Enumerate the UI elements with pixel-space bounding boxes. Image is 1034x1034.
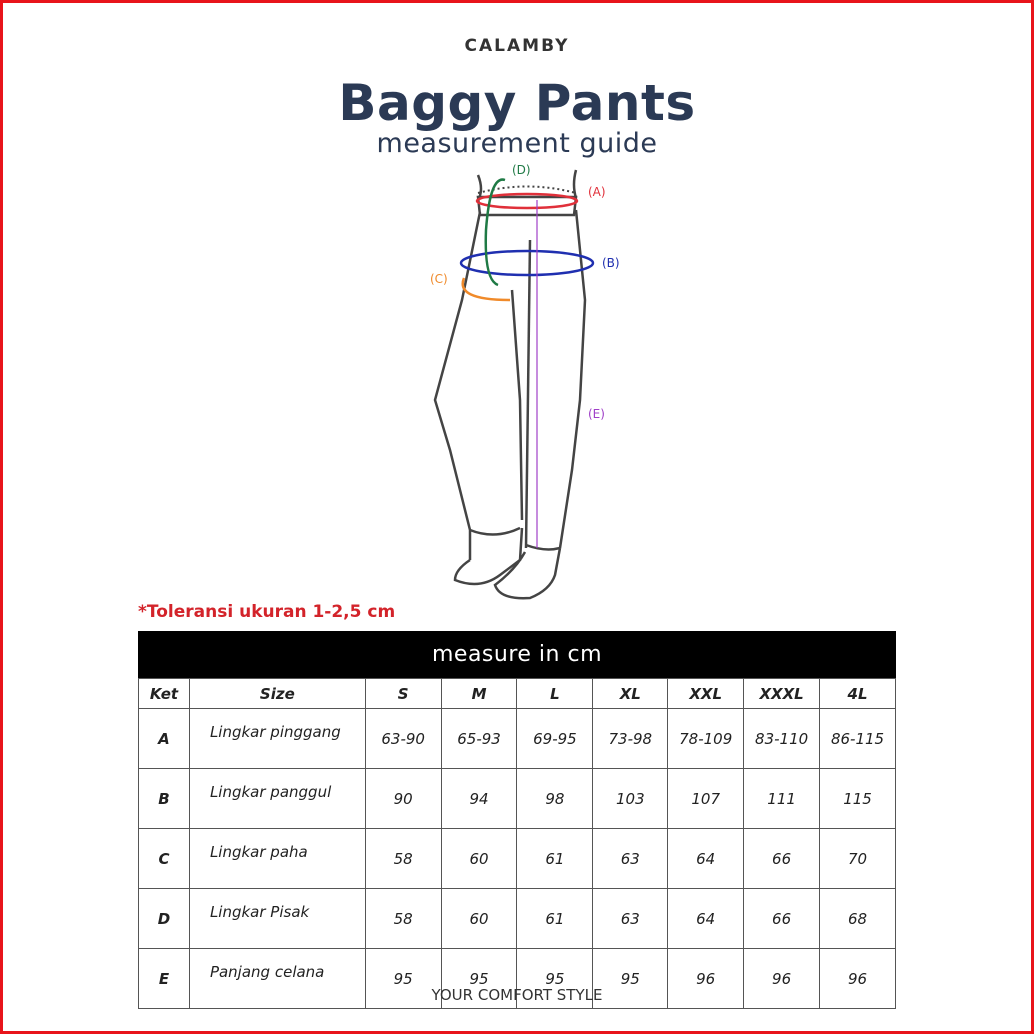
label-A: (A): [588, 185, 606, 199]
size-value: 63: [592, 828, 669, 889]
row-description: Panjang celana: [188, 948, 366, 1009]
size-value: 98: [516, 768, 594, 829]
waist-measure-A: [475, 192, 579, 210]
size-value: 66: [743, 888, 821, 949]
size-value: 96: [819, 948, 896, 1009]
column-header: Ket: [138, 678, 190, 709]
size-value: 115: [819, 768, 896, 829]
row-key: E: [138, 948, 190, 1009]
row-description: Lingkar Pisak: [188, 888, 366, 949]
size-value: 69-95: [516, 708, 594, 769]
row-key: B: [138, 768, 190, 829]
size-value: 96: [743, 948, 821, 1009]
label-B: (B): [602, 256, 620, 270]
row-key: C: [138, 828, 190, 889]
table-banner: measure in cm: [138, 631, 896, 678]
column-header: XXL: [667, 678, 745, 709]
column-header: S: [364, 678, 442, 709]
rise-measure-D: [484, 178, 506, 287]
size-value: 65-93: [440, 708, 518, 769]
size-value: 63-90: [364, 708, 442, 769]
size-value: 86-115: [819, 708, 896, 769]
size-value: 103: [592, 768, 669, 829]
size-value: 58: [364, 828, 442, 889]
footer-tagline: YOUR COMFORT STYLE: [431, 986, 603, 1004]
table-row: B Lingkar panggul 90 94 98 103 107 111 115: [138, 768, 896, 829]
table-row: D Lingkar Pisak 58 60 61 63 64 66 68: [138, 888, 896, 949]
size-value: 95: [440, 948, 518, 1009]
row-description: Lingkar pinggang: [188, 708, 366, 769]
table-row: C Lingkar paha 58 60 61 63 64 66 70: [138, 828, 896, 889]
brand-logo: CALAMBY: [464, 36, 570, 56]
size-value: 96: [667, 948, 745, 1009]
column-header: L: [516, 678, 594, 709]
size-value: 111: [743, 768, 821, 829]
size-value: 95: [516, 948, 594, 1009]
size-value: 90: [364, 768, 442, 829]
size-value: 68: [819, 888, 896, 949]
row-description: Lingkar paha: [188, 828, 366, 889]
table-header-row: Ket Size S M L XL XXL XXXL 4L: [138, 678, 896, 709]
size-value: 66: [743, 828, 821, 889]
size-value: 60: [440, 828, 518, 889]
size-value: 61: [516, 828, 594, 889]
pants-illustration: (D) (A) (B) (C) (E): [430, 163, 620, 600]
size-value: 60: [440, 888, 518, 949]
size-value: 70: [819, 828, 896, 889]
size-value: 83-110: [743, 708, 821, 769]
page-title: Baggy Pants: [338, 74, 696, 132]
row-key: A: [138, 708, 190, 769]
size-value: 64: [667, 828, 745, 889]
thigh-measure-C: [461, 277, 511, 302]
size-value: 61: [516, 888, 594, 949]
column-header: Size: [188, 678, 366, 709]
table-row: A Lingkar pinggang 63-90 65-93 69-95 73-98 78-…: [138, 708, 896, 769]
column-header: 4L: [819, 678, 896, 709]
row-description: Lingkar panggul: [188, 768, 366, 829]
row-key: D: [138, 888, 190, 949]
label-E: (E): [588, 407, 605, 421]
column-header: M: [440, 678, 518, 709]
size-value: 64: [667, 888, 745, 949]
size-value: 95: [364, 948, 442, 1009]
size-value: 107: [667, 768, 745, 829]
size-table: Ket Size S M L XL XXL XXXL 4L A Lingkar pinggang 6…: [138, 678, 896, 1009]
label-C: (C): [430, 272, 448, 286]
size-value: 73-98: [592, 708, 669, 769]
size-value: 58: [364, 888, 442, 949]
size-value: 94: [440, 768, 518, 829]
column-header: XXXL: [743, 678, 821, 709]
column-header: XL: [592, 678, 669, 709]
size-value: 78-109: [667, 708, 745, 769]
hip-measure-B: [459, 249, 595, 277]
size-value: 63: [592, 888, 669, 949]
label-D: (D): [512, 163, 531, 177]
table-row: E Panjang celana 95 95 95 95 96 96 96: [138, 948, 896, 1009]
size-value: 95: [592, 948, 669, 1009]
tolerance-note: *Toleransi ukuran 1-2,5 cm: [138, 602, 396, 622]
page-subtitle: measurement guide: [376, 128, 658, 159]
